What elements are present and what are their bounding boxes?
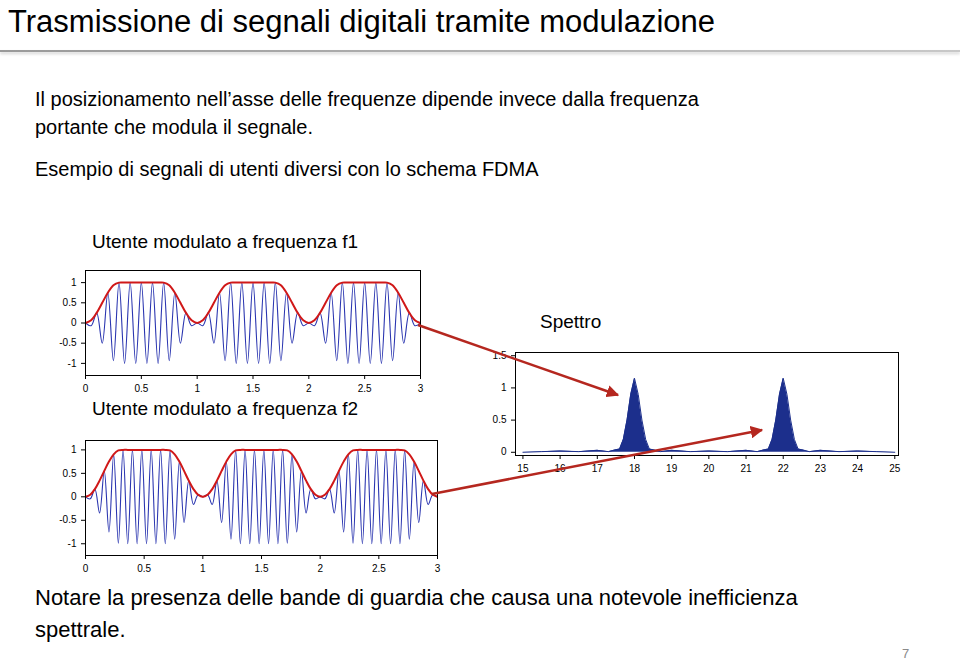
html-text:portante che modula il segnale: portante che modula il segnale. (35, 116, 313, 138)
html-text:Utente modulato a frequenza f2: Utente modulato a frequenza f2 (92, 398, 359, 419)
svg-text:0.5: 0.5 (63, 468, 77, 479)
svg-text:18: 18 (629, 463, 641, 474)
svg-text:0: 0 (83, 563, 89, 574)
html-text:Il posizionamento nell’asse de: Il posizionamento nell’asse delle freque… (35, 88, 699, 110)
svg-text:0.5: 0.5 (493, 414, 507, 425)
svg-text:1.5: 1.5 (493, 350, 507, 361)
svg-text:2: 2 (317, 563, 323, 574)
svg-text:16: 16 (555, 463, 567, 474)
svg-text:1: 1 (200, 563, 206, 574)
svg-text:20: 20 (703, 463, 715, 474)
html-text:Utente modulato a frequenza f1: Utente modulato a frequenza f1 (92, 231, 359, 252)
svg-text:1: 1 (194, 383, 200, 394)
svg-text:0: 0 (71, 317, 77, 328)
svg-text:3: 3 (418, 383, 424, 394)
svg-text:2.5: 2.5 (372, 563, 386, 574)
svg-text:1: 1 (71, 444, 77, 455)
svg-text:-0.5: -0.5 (59, 337, 77, 348)
html-text:Notare la presenza delle bande: Notare la presenza delle bande di guardi… (35, 585, 798, 610)
svg-text:23: 23 (815, 463, 827, 474)
svg-text:0.5: 0.5 (63, 297, 77, 308)
svg-text:22: 22 (778, 463, 790, 474)
svg-text:0.5: 0.5 (134, 383, 148, 394)
svg-text:24: 24 (852, 463, 864, 474)
svg-text:3: 3 (435, 563, 441, 574)
svg-text:-0.5: -0.5 (59, 514, 77, 525)
svg-text:0: 0 (71, 491, 77, 502)
svg-text:1.5: 1.5 (255, 563, 269, 574)
html-text:Trasmissione di segnali digita: Trasmissione di segnali digitali tramite… (8, 4, 715, 39)
svg-text:2: 2 (306, 383, 312, 394)
svg-text:25: 25 (889, 463, 901, 474)
html-text:Spettro: Spettro (540, 311, 602, 332)
svg-text:-1: -1 (68, 358, 77, 369)
svg-text:0: 0 (501, 446, 507, 457)
svg-text:15: 15 (517, 463, 529, 474)
svg-text:-1: -1 (68, 538, 77, 549)
svg-text:1: 1 (71, 277, 77, 288)
html-text:7: 7 (902, 646, 910, 661)
svg-text:19: 19 (666, 463, 678, 474)
svg-text:1.5: 1.5 (246, 383, 260, 394)
svg-text:1: 1 (501, 382, 507, 393)
svg-text:21: 21 (740, 463, 752, 474)
html-text:Esempio di segnali di utenti d: Esempio di segnali di utenti diversi con… (35, 158, 539, 180)
svg-text:17: 17 (592, 463, 604, 474)
svg-text:2.5: 2.5 (358, 383, 372, 394)
html-text:spettrale.: spettrale. (35, 617, 126, 642)
svg-text:0: 0 (83, 383, 89, 394)
svg-text:0.5: 0.5 (137, 563, 151, 574)
